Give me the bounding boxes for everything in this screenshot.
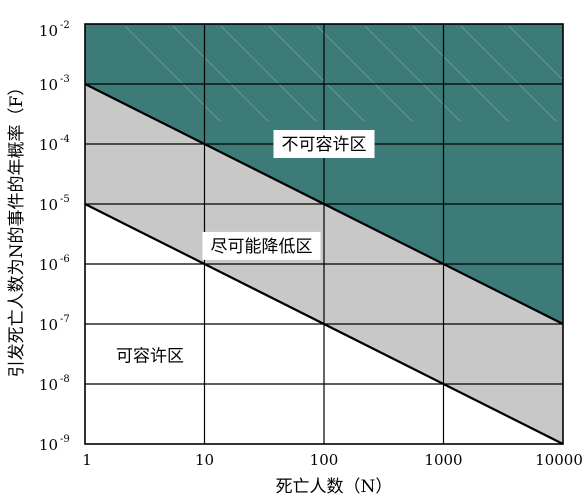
x-tick-label: 10 (195, 451, 214, 469)
watermark-streak (316, 25, 413, 122)
y-tick-exponent: -6 (60, 254, 70, 265)
watermark-streak (220, 25, 317, 122)
watermark-overlay (124, 25, 582, 122)
y-tick-exponent: -5 (60, 194, 70, 205)
y-tick-exponent: -9 (60, 434, 70, 445)
region-label: 尽可能降低区 (211, 237, 313, 257)
y-tick-exponent: -2 (60, 20, 70, 31)
y-tick-exponent: -8 (60, 374, 70, 385)
x-tick-label: 1 (82, 451, 92, 469)
y-tick-label: 10 (39, 22, 58, 40)
region-label: 可容许区 (116, 346, 184, 366)
upper-boundary-line (84, 83, 564, 325)
watermark-streak (172, 25, 269, 122)
watermark-streak (460, 25, 557, 122)
y-tick-label: 10 (39, 316, 58, 334)
y-tick-label: 10 (39, 436, 58, 454)
y-tick-exponent: -3 (60, 74, 70, 85)
region-label: 不可容许区 (282, 135, 367, 155)
x-tick-label: 10000 (535, 451, 582, 469)
region-label-background (202, 231, 321, 260)
lower-boundary-line (84, 203, 564, 445)
plot-frame (84, 23, 564, 445)
y-axis-ticks: 10-910-810-710-610-510-410-310-2 (39, 20, 70, 454)
watermark-streak (412, 25, 509, 122)
x-axis-ticks: 1 10 100 1000 10000 (82, 451, 582, 469)
y-tick-label: 10 (39, 136, 58, 154)
x-axis-label: 死亡人数（N） (276, 477, 393, 497)
y-tick-exponent: -7 (60, 314, 70, 325)
y-tick-label: 10 (39, 256, 58, 274)
watermark-streak (364, 25, 461, 122)
y-tick-label: 10 (39, 376, 58, 394)
x-tick-label: 1000 (424, 451, 462, 469)
chart-boundaries (84, 83, 564, 445)
y-tick-label: 10 (39, 76, 58, 94)
y-axis-label: 引发死亡人数为N的事件的年概率（F） (7, 79, 27, 378)
region-label-background (273, 130, 375, 158)
watermark-streak (268, 25, 365, 122)
y-tick-exponent: -4 (60, 134, 70, 145)
x-tick-label: 100 (310, 451, 339, 469)
watermark-streak (508, 25, 582, 100)
y-tick-label: 10 (39, 196, 58, 214)
